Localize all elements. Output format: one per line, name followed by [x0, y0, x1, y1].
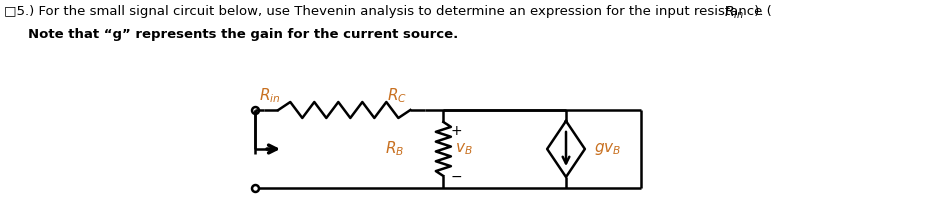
- Text: $v_B$: $v_B$: [455, 141, 473, 157]
- Text: ).: ).: [750, 5, 763, 18]
- Text: $gv_B$: $gv_B$: [595, 141, 622, 157]
- Text: +: +: [451, 124, 462, 138]
- Text: −: −: [451, 170, 462, 184]
- Text: $R_{in}$: $R_{in}$: [259, 86, 281, 105]
- Text: □5.) For the small signal circuit below, use Thevenin analysis to determine an e: □5.) For the small signal circuit below,…: [4, 5, 775, 18]
- Text: $R_B$: $R_B$: [385, 140, 404, 158]
- Text: $R_C$: $R_C$: [387, 86, 406, 105]
- Text: $R_{in}$: $R_{in}$: [724, 5, 745, 21]
- Text: Note that “g” represents the gain for the current source.: Note that “g” represents the gain for th…: [28, 28, 459, 41]
